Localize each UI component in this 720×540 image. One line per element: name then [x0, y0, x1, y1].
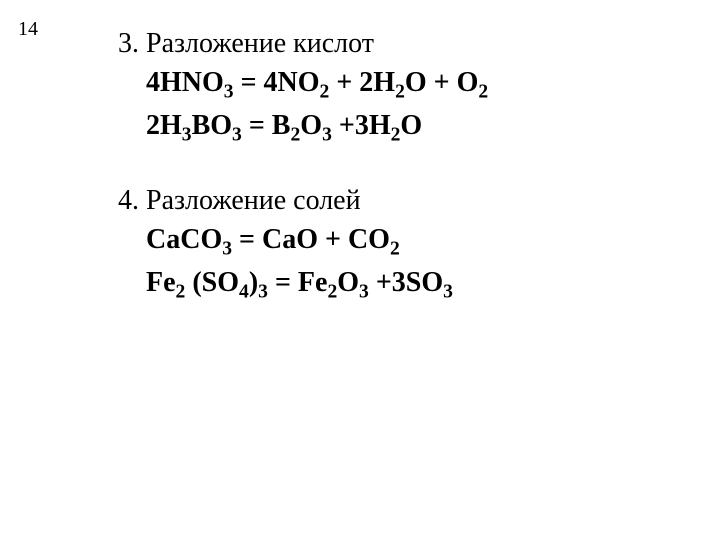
section: 4. Разложение солейCaCO3 = CaO + CO2Fe2 … [118, 181, 488, 306]
page-number: 14 [18, 18, 38, 41]
chemical-equation: Fe2 (SO4)3 = Fe2O3 +3SO3 [118, 263, 488, 306]
chemical-equation: 4HNO3 = 4NO2 + 2H2O + O2 [118, 63, 488, 106]
section: 3. Разложение кислот4HNO3 = 4NO2 + 2H2O … [118, 24, 488, 149]
chemical-equation: CaCO3 = CaO + CO2 [118, 220, 488, 263]
content-area: 3. Разложение кислот4HNO3 = 4NO2 + 2H2O … [118, 24, 488, 338]
section-title: 3. Разложение кислот [118, 24, 488, 63]
chemical-equation: 2H3BO3 = B2O3 +3H2O [118, 106, 488, 149]
section-title: 4. Разложение солей [118, 181, 488, 220]
